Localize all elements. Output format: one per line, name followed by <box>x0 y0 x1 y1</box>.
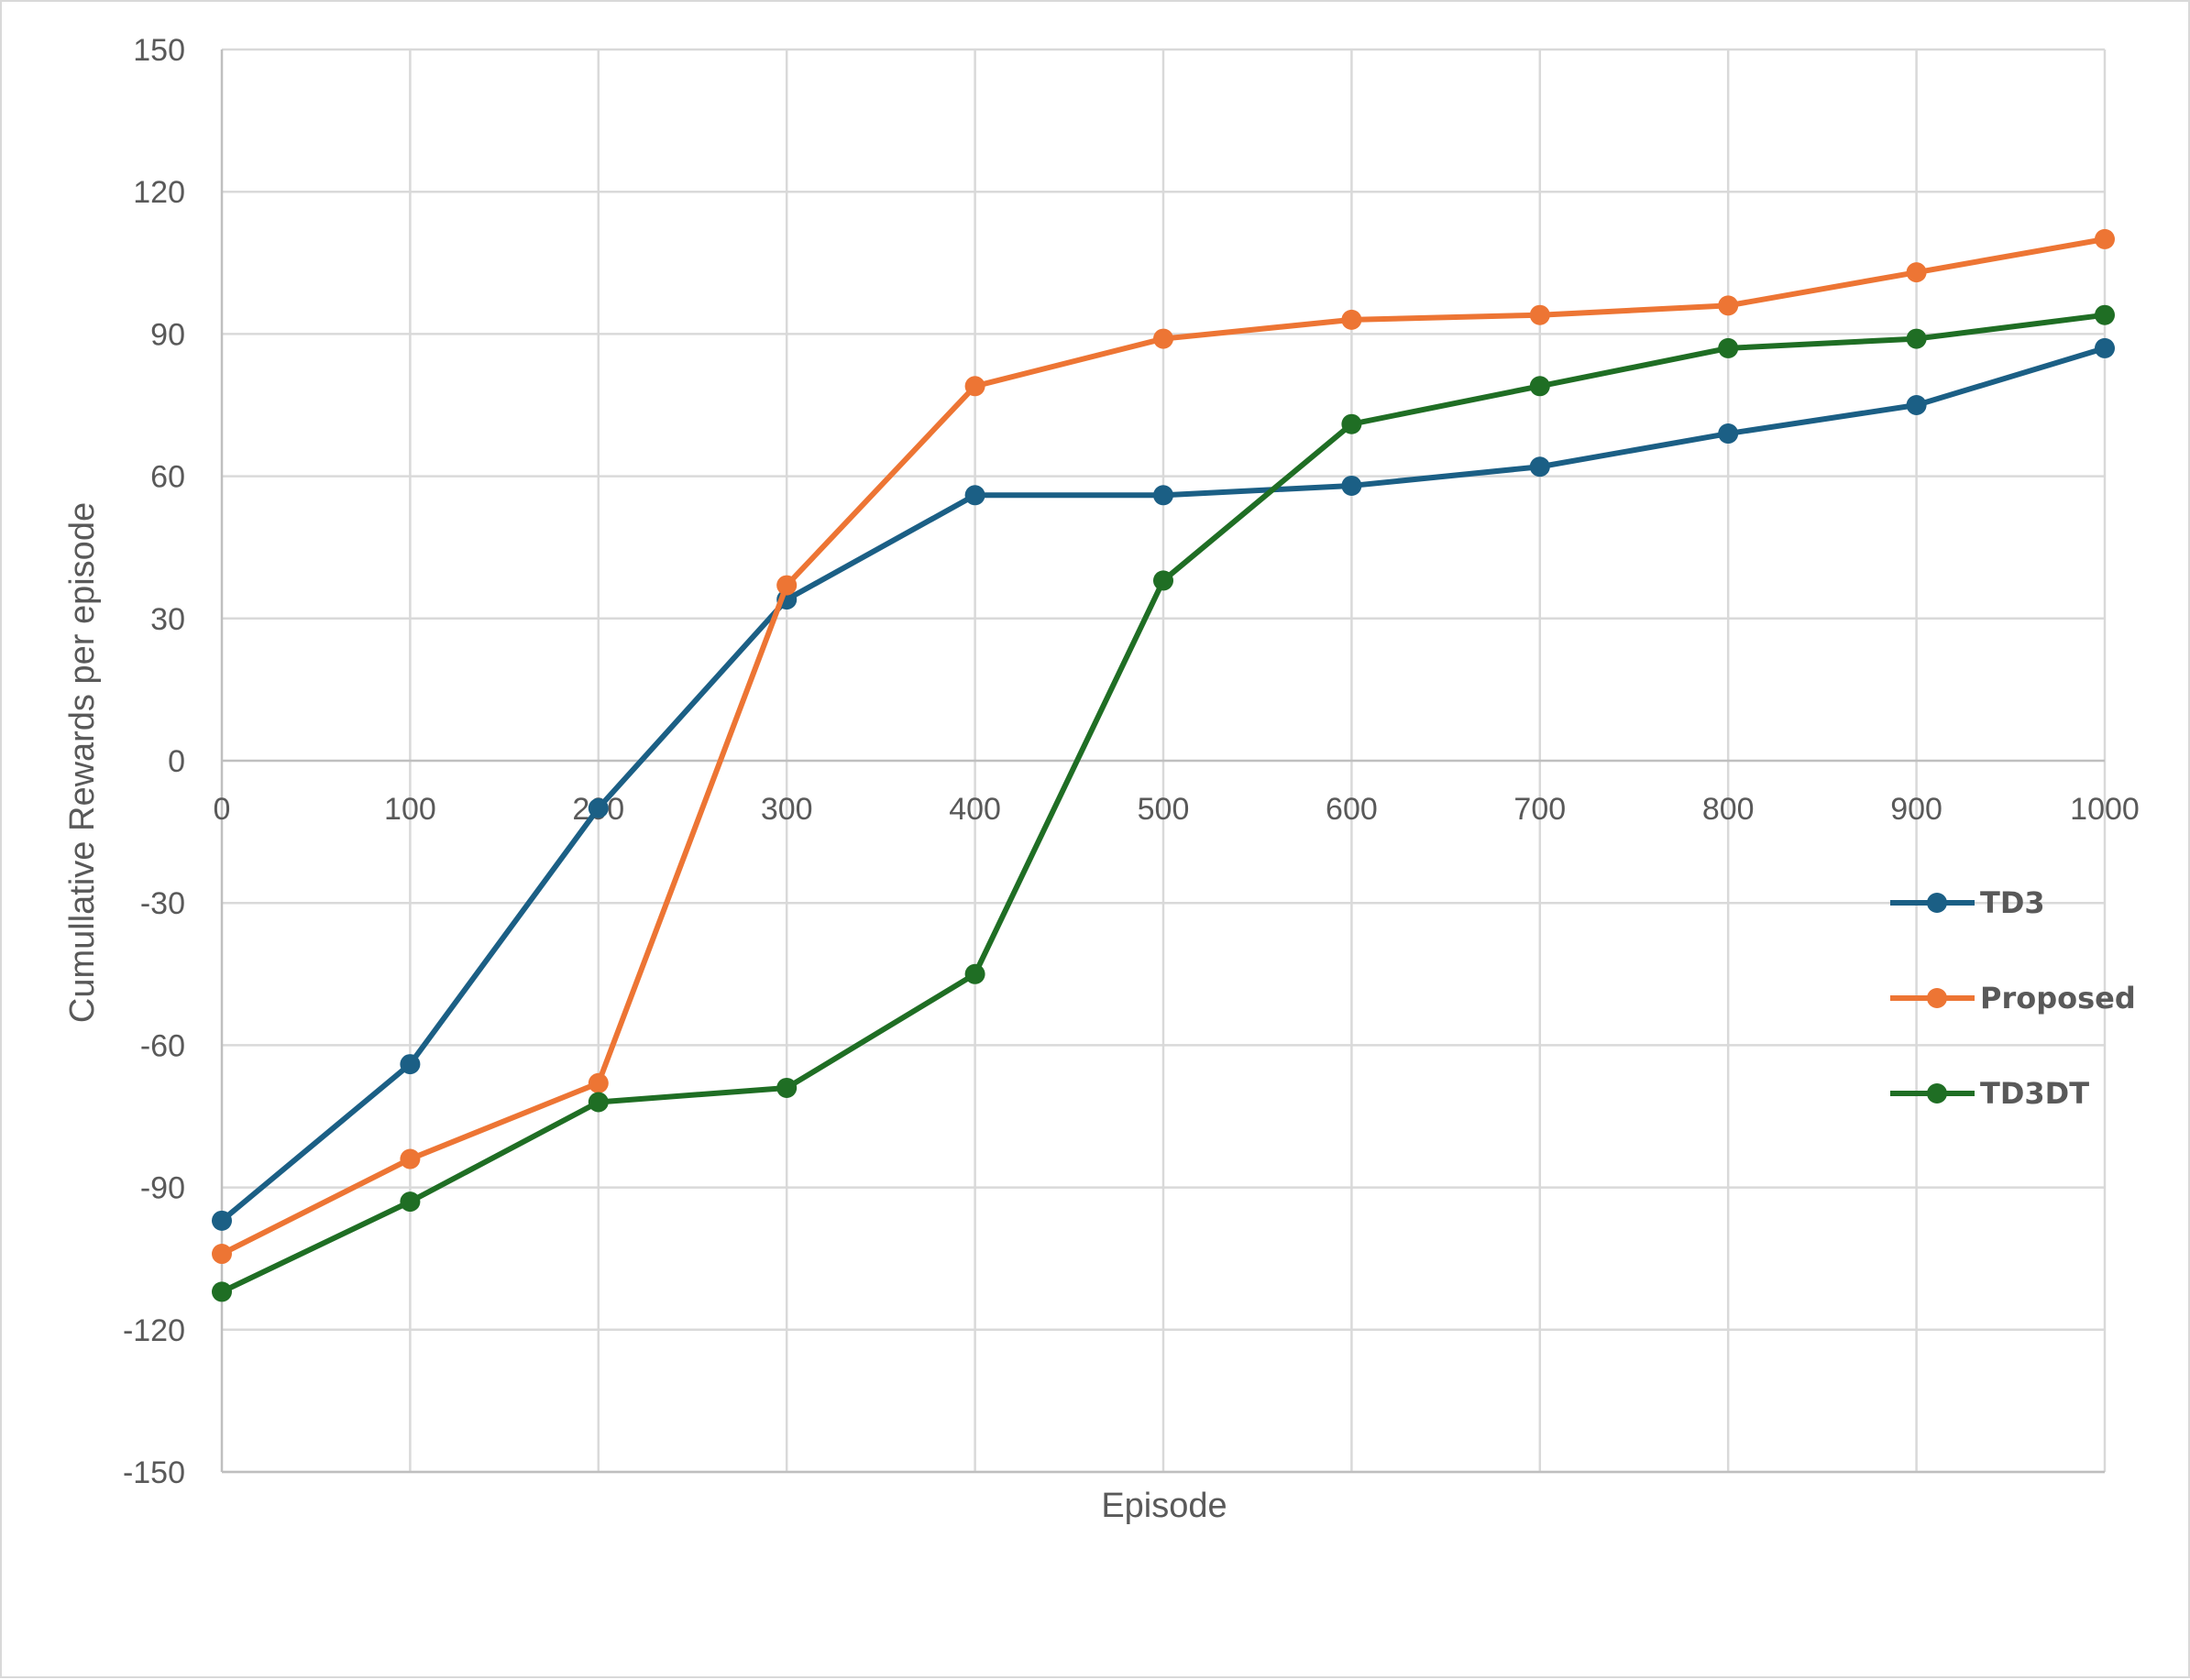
data-point <box>1153 328 1173 349</box>
data-point <box>212 1210 232 1231</box>
data-point <box>212 1281 232 1302</box>
data-point <box>2095 228 2115 249</box>
data-point <box>1341 475 1362 496</box>
data-point <box>1529 304 1550 325</box>
y-tick-label: -60 <box>140 1028 185 1063</box>
data-point <box>1718 337 1739 358</box>
y-axis-title: Cumullative Rewards per episode <box>63 502 102 1023</box>
data-point <box>964 376 985 397</box>
x-tick-label: 1000 <box>2070 792 2140 827</box>
x-tick-label: 500 <box>1138 792 1190 827</box>
x-tick-label: 900 <box>1890 792 1942 827</box>
data-point <box>964 963 985 984</box>
series-lines <box>212 228 2115 1302</box>
y-tick-label: 60 <box>150 460 185 495</box>
y-tick-label: 0 <box>168 744 185 779</box>
y-tick-label: -150 <box>123 1455 185 1490</box>
data-point <box>400 1191 421 1213</box>
y-tick-label: -120 <box>123 1313 185 1348</box>
data-point <box>1718 423 1739 445</box>
legend-item: TD3DT <box>1890 1076 2089 1111</box>
data-point <box>1906 395 1927 415</box>
data-point <box>2095 304 2115 325</box>
data-point <box>1341 309 1362 330</box>
data-point <box>964 485 985 506</box>
x-axis-tick-labels: 01002003004005006007008009001000 <box>214 792 2140 827</box>
legend-label: Proposed <box>1980 981 2136 1016</box>
data-point <box>1906 262 1927 283</box>
data-point <box>1906 328 1927 349</box>
data-point <box>400 1054 421 1075</box>
series-proposed <box>212 228 2115 1265</box>
data-point <box>776 1077 798 1098</box>
gridlines <box>220 48 2107 1474</box>
data-point <box>588 1072 609 1093</box>
data-point <box>1341 413 1362 434</box>
legend-label: TD3DT <box>1980 1076 2089 1111</box>
data-point <box>588 797 609 818</box>
y-axis-tick-labels: 150 120 90 60 30 0 -30 -60 -90 -120 -150 <box>123 33 185 1490</box>
legend-marker <box>1927 1083 1947 1104</box>
x-tick-label: 300 <box>761 792 813 827</box>
data-point <box>588 1092 609 1113</box>
legend-item: TD3 <box>1890 885 2045 920</box>
x-tick-label: 400 <box>949 792 1001 827</box>
data-point <box>776 575 798 596</box>
data-point <box>212 1244 232 1265</box>
data-point <box>1153 485 1173 506</box>
y-tick-label: -30 <box>140 886 185 921</box>
legend-marker <box>1927 988 1947 1008</box>
x-tick-label: 800 <box>1702 792 1755 827</box>
x-tick-label: 700 <box>1513 792 1566 827</box>
y-tick-label: 150 <box>133 33 185 68</box>
x-tick-label: 600 <box>1326 792 1378 827</box>
series-td3dt <box>212 304 2115 1302</box>
x-axis-title: Episode <box>1101 1487 1227 1525</box>
legend: TD3 Proposed TD3DT <box>1890 885 2136 1111</box>
y-tick-label: 120 <box>133 175 185 210</box>
data-point <box>2095 337 2115 358</box>
data-point <box>1529 456 1550 478</box>
data-point <box>400 1148 421 1169</box>
data-point <box>1153 570 1173 591</box>
series-td3 <box>212 337 2115 1231</box>
data-point <box>1529 376 1550 397</box>
x-tick-label: 100 <box>384 792 436 827</box>
legend-label: TD3 <box>1980 885 2045 920</box>
y-tick-label: 30 <box>150 602 185 637</box>
y-tick-label: 90 <box>150 317 185 352</box>
data-point <box>1718 295 1739 316</box>
legend-item: Proposed <box>1890 981 2136 1016</box>
x-tick-label: 0 <box>214 792 231 827</box>
legend-marker <box>1927 893 1947 913</box>
y-tick-label: -90 <box>140 1171 185 1206</box>
